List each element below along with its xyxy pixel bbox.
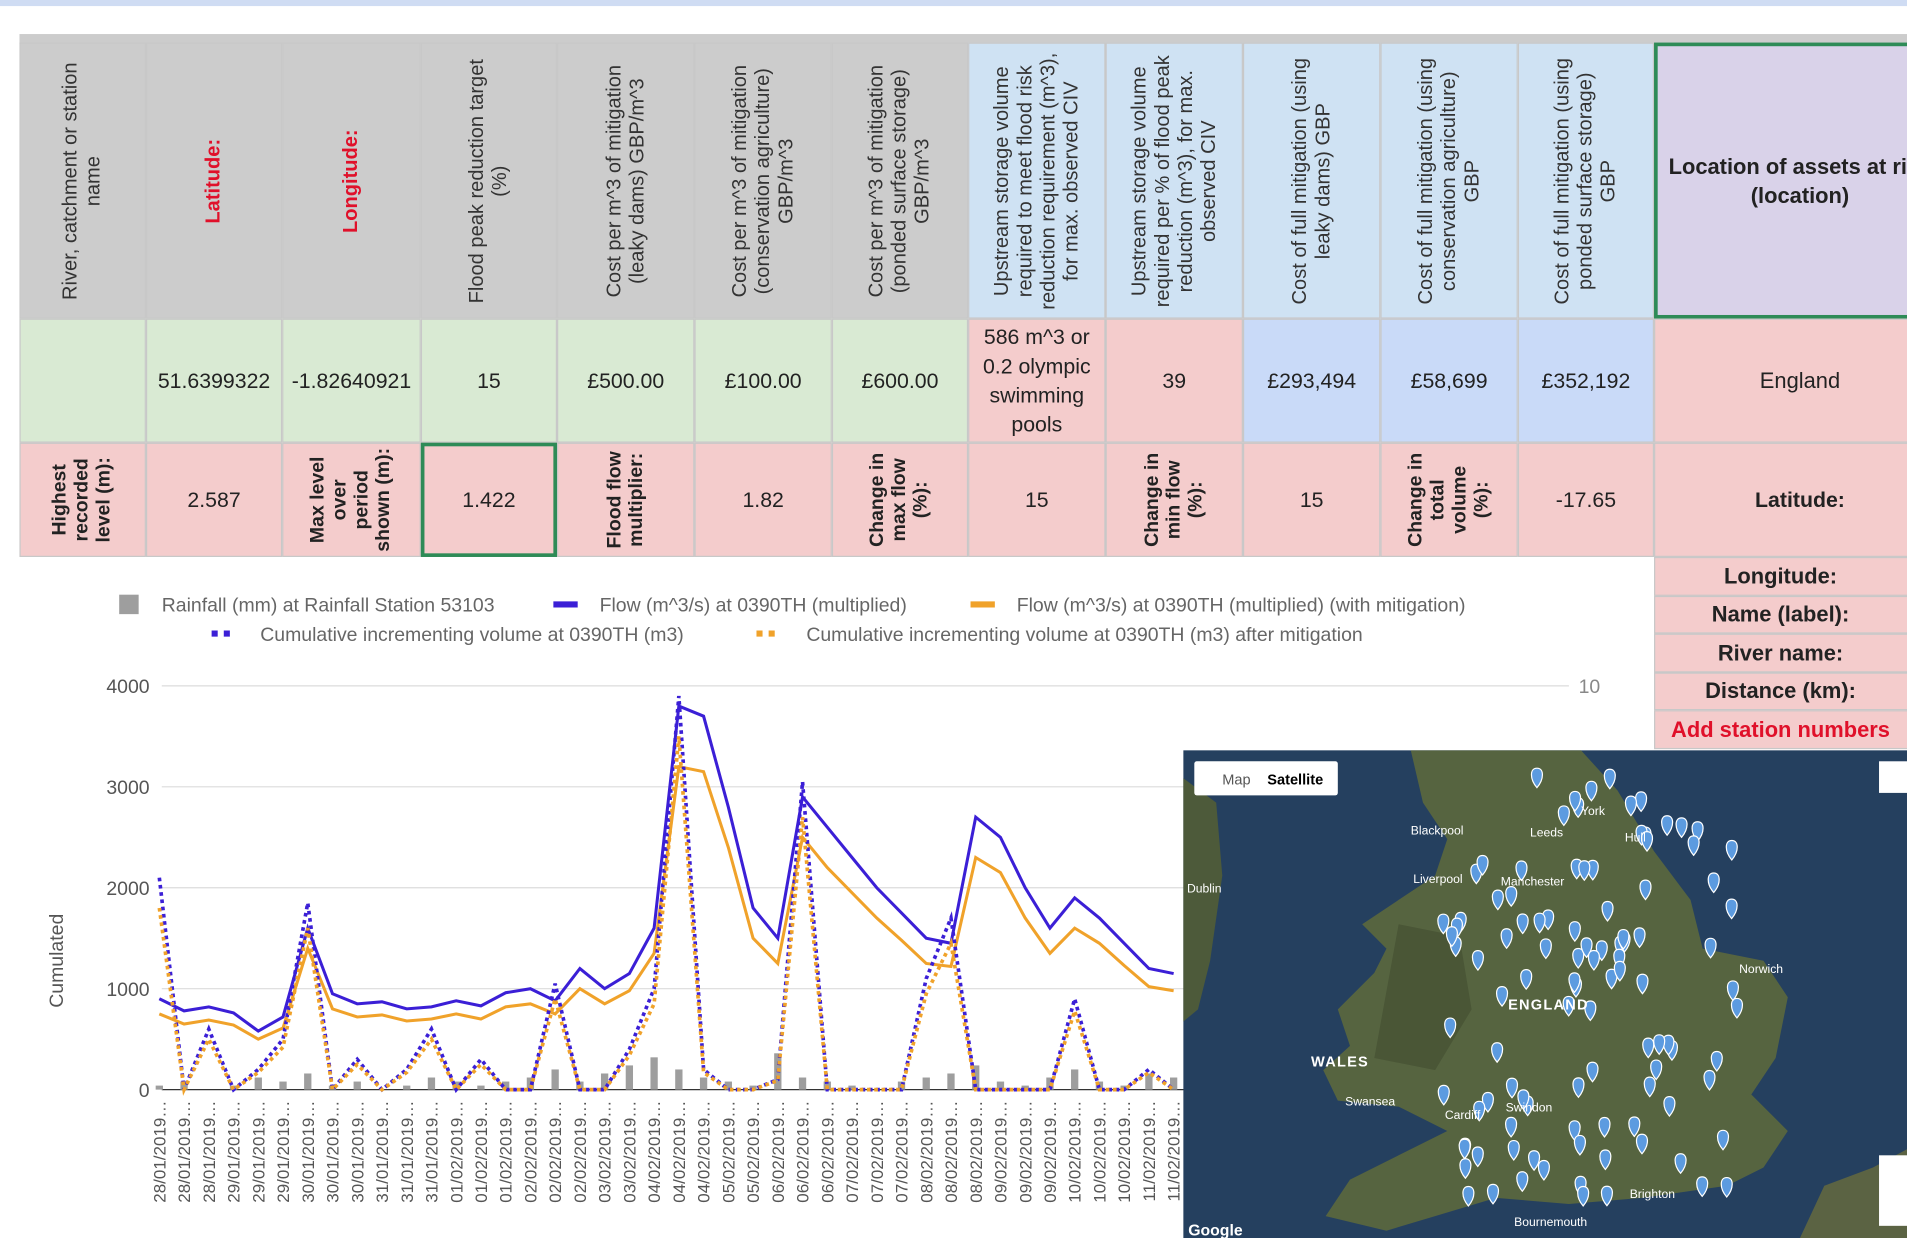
- legend-label: Cumulative incrementing volume at 0390TH…: [260, 624, 684, 646]
- legend-label: Flow (m^3/s) at 0390TH (multiplied): [600, 595, 907, 617]
- map-place: Swindon: [1506, 1101, 1553, 1115]
- rain-bar: [477, 1086, 484, 1090]
- map-place: Manchester: [1501, 874, 1565, 888]
- rain-bar: [279, 1082, 286, 1090]
- x-tick-label: 28/01/2019…: [175, 1101, 194, 1203]
- x-tick-label: 05/02/2019…: [744, 1101, 763, 1203]
- map-place: Liverpool: [1413, 872, 1462, 886]
- rain-bar: [304, 1073, 311, 1089]
- x-tick-label: 08/02/2019…: [942, 1101, 961, 1203]
- legend-label: Rainfall (mm) at Rainfall Station 53103: [162, 595, 495, 617]
- x-tick-label: 10/02/2019…: [1090, 1101, 1109, 1203]
- y-tick-label: 4000: [106, 676, 149, 698]
- rain-bar: [700, 1078, 707, 1090]
- x-tick-label: 04/02/2019…: [670, 1101, 689, 1203]
- legend-swatch: [119, 595, 138, 614]
- x-tick-label: 08/02/2019…: [917, 1101, 936, 1203]
- rain-bar: [428, 1078, 435, 1090]
- x-tick-label: 31/01/2019…: [373, 1101, 392, 1203]
- y-tick-label: 2000: [106, 878, 149, 900]
- screen: River, catchment or station nameHighest …: [0, 0, 1907, 1238]
- y-tick-label: 0: [139, 1080, 150, 1102]
- map-place: Norwich: [1739, 962, 1783, 976]
- map-button[interactable]: Map: [1222, 772, 1250, 788]
- x-tick-label: 01/02/2019…: [472, 1101, 491, 1203]
- x-tick-label: 06/02/2019…: [818, 1101, 837, 1203]
- map-place: Blackpool: [1411, 823, 1464, 837]
- fullscreen-button[interactable]: [1879, 761, 1907, 793]
- x-tick-label: 06/02/2019…: [794, 1101, 813, 1203]
- x-tick-label: 08/02/2019…: [967, 1101, 986, 1203]
- x-tick-label: 02/02/2019…: [521, 1101, 540, 1203]
- x-tick-label: 28/01/2019…: [200, 1101, 219, 1203]
- x-tick-label: 07/02/2019…: [843, 1101, 862, 1203]
- rain-bar: [675, 1069, 682, 1089]
- rain-bar: [650, 1057, 657, 1089]
- y-tick-label: 3000: [106, 777, 149, 799]
- x-tick-label: 30/01/2019…: [348, 1101, 367, 1203]
- rain-bar: [626, 1065, 633, 1089]
- x-tick-label: 07/02/2019…: [893, 1101, 912, 1203]
- x-tick-label: 11/02/2019…: [1165, 1101, 1184, 1202]
- x-tick-label: 01/02/2019…: [447, 1101, 466, 1203]
- map-place: Swansea: [1345, 1094, 1395, 1108]
- x-tick-label: 06/02/2019…: [769, 1101, 788, 1203]
- y2-tick-label: 10: [1579, 676, 1601, 698]
- x-tick-label: 28/01/2019…: [150, 1101, 169, 1203]
- page: River, catchment or station nameHighest …: [0, 0, 1907, 1238]
- x-tick-label: 29/01/2019…: [249, 1101, 268, 1203]
- x-tick-label: 02/02/2019…: [546, 1101, 565, 1203]
- x-tick-label: 11/02/2019…: [1140, 1101, 1159, 1202]
- legend-label: Cumulative incrementing volume at 0390TH…: [806, 624, 1362, 646]
- rain-bar: [799, 1078, 806, 1090]
- map-logo: Google: [1188, 1223, 1243, 1238]
- rain-bar: [255, 1078, 262, 1090]
- map-place: Dublin: [1187, 882, 1221, 896]
- legend-label: Flow (m^3/s) at 0390TH (multiplied) (wit…: [1017, 595, 1466, 617]
- map-place: Bournemouth: [1514, 1215, 1587, 1229]
- rain-bar: [1071, 1069, 1078, 1089]
- x-tick-label: 10/02/2019…: [1066, 1101, 1085, 1203]
- x-tick-label: 31/01/2019…: [398, 1101, 417, 1203]
- x-tick-label: 29/01/2019…: [274, 1101, 293, 1203]
- chart-and-map: 0 1000 2000 3000 4000 10 Cumulated 28/01/2019… 2…: [0, 0, 1907, 1238]
- x-tick-label: 09/02/2019…: [1041, 1101, 1060, 1203]
- map-place: Brighton: [1630, 1187, 1675, 1201]
- map: ENGLAND WALES Leeds Manchester Liverpool Hull…: [1183, 750, 1907, 1238]
- x-tick-label: 01/02/2019…: [497, 1101, 516, 1203]
- zoom-control[interactable]: [1879, 1155, 1907, 1226]
- x-tick-label: 04/02/2019…: [645, 1101, 664, 1203]
- x-tick-label: 09/02/2019…: [992, 1101, 1011, 1203]
- map-place: Cardiff: [1445, 1108, 1481, 1122]
- x-tick-label: 05/02/2019…: [719, 1101, 738, 1203]
- map-place: Hull: [1625, 831, 1646, 845]
- x-tick-label: 31/01/2019…: [423, 1101, 442, 1203]
- x-tick-label: 07/02/2019…: [868, 1101, 887, 1203]
- x-tick-label: 09/02/2019…: [1016, 1101, 1035, 1203]
- y-axis-title: Cumulated: [46, 914, 68, 1008]
- rain-bar: [923, 1078, 930, 1090]
- rain-bar: [156, 1086, 163, 1090]
- rain-bar: [552, 1069, 559, 1089]
- x-tick-label: 30/01/2019…: [299, 1101, 318, 1203]
- map-place: WALES: [1311, 1055, 1369, 1071]
- map-place: ENGLAND: [1508, 997, 1589, 1013]
- x-tick-label: 29/01/2019…: [225, 1101, 244, 1203]
- rain-bar: [947, 1073, 954, 1089]
- x-tick-label: 03/02/2019…: [620, 1101, 639, 1203]
- map-button[interactable]: Satellite: [1267, 772, 1323, 788]
- x-tick-label: 03/02/2019…: [596, 1101, 615, 1203]
- x-tick-label: 04/02/2019…: [695, 1101, 714, 1203]
- x-tick-label: 02/02/2019…: [571, 1101, 590, 1203]
- x-tick-label: 10/02/2019…: [1115, 1101, 1134, 1203]
- x-tick-label: 30/01/2019…: [324, 1101, 343, 1203]
- map-place: Leeds: [1530, 826, 1563, 840]
- y-tick-label: 1000: [106, 979, 149, 1001]
- map-place: York: [1581, 804, 1606, 818]
- rain-bar: [403, 1086, 410, 1090]
- rain-bar: [354, 1082, 361, 1090]
